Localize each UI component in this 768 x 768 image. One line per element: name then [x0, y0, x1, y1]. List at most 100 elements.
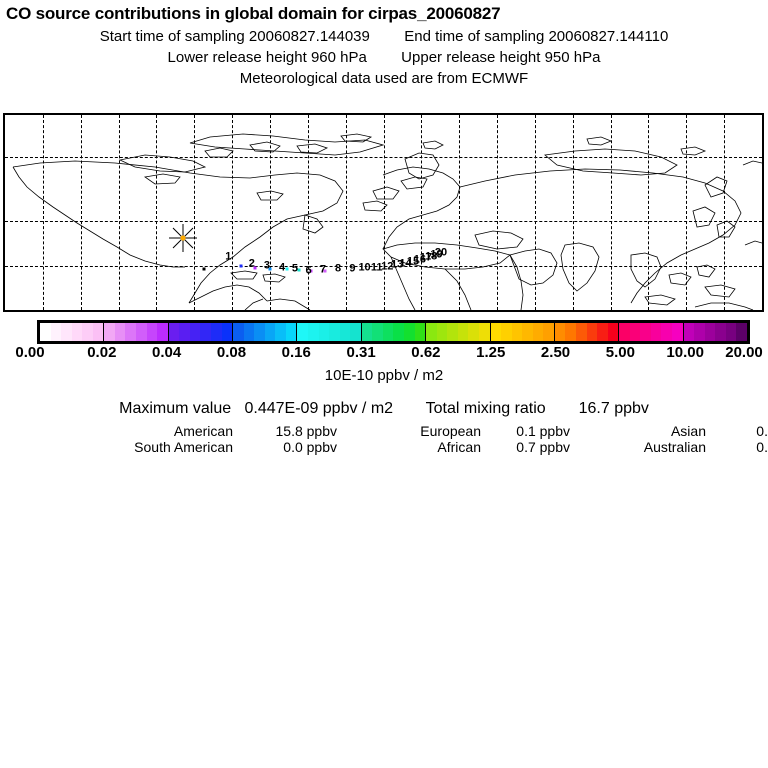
region-value: 0.0 ppbv — [756, 423, 768, 439]
colorbar-shade — [447, 323, 458, 341]
header-block: CO source contributions in global domain… — [0, 0, 768, 87]
sampling-time-line: Start time of sampling 20060827.144039 E… — [0, 28, 768, 45]
trajectory-hour-label: 14 — [399, 257, 412, 270]
colorbar-segment-8 — [554, 323, 620, 341]
colorbar-segment-4 — [297, 323, 362, 341]
colorbar-segment-10 — [683, 323, 747, 341]
meridian-line — [232, 115, 234, 310]
meridian-line — [307, 115, 309, 310]
trajectory-hour-label: 17 — [419, 251, 433, 264]
colorbar-shade — [243, 323, 255, 341]
parallel-line — [5, 266, 762, 268]
global-map-panel: 1 2 3 4 5 6 7 8 9 10 11 12 13 14 15 16 17 18 19 20 — [3, 113, 764, 312]
colorbar[interactable] — [37, 320, 750, 344]
colorbar-shade — [414, 323, 426, 341]
colorbar-shade — [661, 323, 673, 341]
colorbar-shade — [694, 323, 705, 341]
trajectory-hour-label: 2 — [248, 257, 255, 270]
plume-pixel — [285, 267, 289, 271]
plume-pixel — [239, 264, 243, 268]
colorbar-shade — [597, 323, 608, 341]
meridian-line — [497, 115, 499, 310]
trajectory-hour-label: 4 — [278, 261, 286, 274]
colorbar-tick-label: 0.00 — [15, 344, 45, 361]
region-value: 0.1 ppbv — [516, 423, 570, 439]
coastline-layer — [12, 133, 762, 310]
colorbar-shade — [372, 323, 383, 341]
colorbar-segment-0 — [40, 323, 105, 341]
colorbar-shade — [168, 323, 180, 341]
colorbar-shade — [285, 323, 297, 341]
meridian-line — [80, 115, 82, 310]
region-statistics-grid: American 15.8 ppbv European 0.1 ppbv Asi… — [60, 423, 768, 455]
colorbar-shade — [50, 323, 62, 341]
colorbar-shade — [275, 323, 286, 341]
trajectory-hour-label: 10 — [358, 261, 371, 274]
colorbar-segment-7 — [490, 323, 555, 341]
colorbar-shade — [672, 323, 683, 341]
colorbar-tick-label: 0.16 — [281, 344, 311, 361]
page-title: CO source contributions in global domain… — [6, 4, 501, 23]
region-name: Asian — [670, 423, 706, 439]
meridian-line — [345, 115, 347, 310]
region-name: European — [420, 423, 481, 439]
colorbar-shade — [586, 323, 598, 341]
colorbar-shade — [92, 323, 104, 341]
meridian-line — [686, 115, 688, 310]
colorbar-shade — [576, 323, 587, 341]
colorbar-tick-label: 0.31 — [346, 344, 376, 361]
colorbar-shade — [82, 323, 93, 341]
colorbar-tick-label: 20.00 — [725, 344, 763, 361]
region-name: African — [437, 439, 481, 455]
colorbar-shade — [297, 323, 308, 341]
colorbar-shade — [404, 323, 415, 341]
summary-row: Maximum value 0.447E-09 ppbv / m2 Total … — [0, 400, 768, 418]
release-point-marker — [168, 223, 198, 253]
trajectory-hour-label: 9 — [349, 262, 356, 275]
trajectory-hour-label: 20 — [434, 246, 448, 259]
statistics-block: Maximum value 0.447E-09 ppbv / m2 Total … — [0, 400, 768, 455]
meridian-line — [459, 115, 461, 310]
plume-pixel — [323, 269, 327, 273]
colorbar-shade — [650, 323, 662, 341]
colorbar-shade — [61, 323, 72, 341]
colorbar-shade — [436, 323, 448, 341]
colorbar-shade — [339, 323, 351, 341]
colorbar-shade — [554, 323, 566, 341]
trajectory-hour-label: 6 — [305, 264, 312, 277]
start-time-label: Start time of sampling 20060827.144039 — [99, 28, 370, 45]
colorbar-shade — [308, 323, 319, 341]
colorbar-shade — [736, 323, 747, 341]
meridian-line — [610, 115, 612, 310]
colorbar-shade — [146, 323, 158, 341]
colorbar-tick-label: 0.08 — [216, 344, 247, 361]
colorbar-shade — [629, 323, 641, 341]
region-value: 0.7 ppbv — [516, 439, 570, 455]
colorbar-shade — [511, 323, 523, 341]
meridian-line — [534, 115, 536, 310]
colorbar-shade — [382, 323, 394, 341]
colorbar-shade — [532, 323, 544, 341]
colorbar-shade — [468, 323, 479, 341]
colorbar-shade — [104, 323, 115, 341]
colorbar-shade — [264, 323, 276, 341]
colorbar-shade — [565, 323, 576, 341]
colorbar-shade — [607, 323, 619, 341]
meridian-line — [269, 115, 271, 310]
colorbar-shade — [136, 323, 147, 341]
trajectory-hour-label: 5 — [291, 262, 298, 275]
colorbar-tick-label: 5.00 — [605, 344, 635, 361]
colorbar-shade — [490, 323, 502, 341]
colorbar-segment-3 — [233, 323, 298, 341]
maximum-value-label: Maximum value — [119, 400, 232, 417]
colorbar-shade — [522, 323, 533, 341]
meridian-line — [383, 115, 385, 310]
colorbar-segment-5 — [361, 323, 427, 341]
colorbar-shade — [350, 323, 361, 341]
colorbar-shade — [478, 323, 490, 341]
colorbar-tick-label: 0.04 — [152, 344, 182, 361]
colorbar-tick-label: 0.02 — [87, 344, 117, 361]
maximum-value: 0.447E-09 ppbv / m2 — [244, 400, 394, 417]
trajectory-hour-label: 16 — [413, 253, 426, 266]
upper-release-height-label: Upper release height 950 hPa — [401, 49, 601, 66]
